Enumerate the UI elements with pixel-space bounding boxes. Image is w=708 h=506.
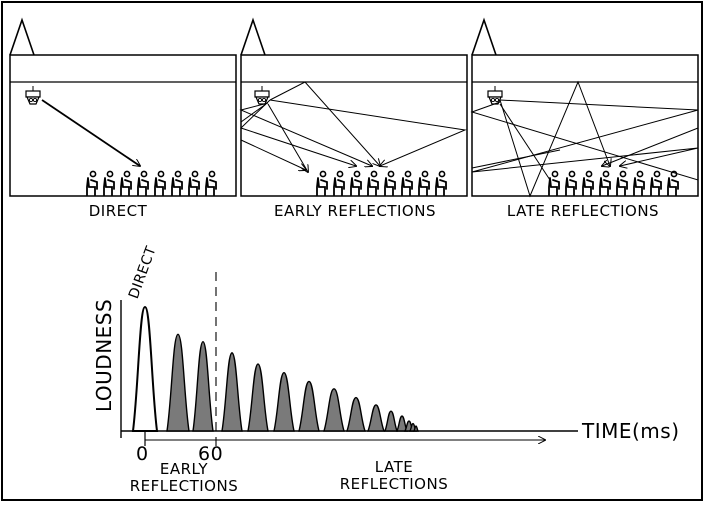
hall-outline — [471, 54, 699, 197]
diagram-frame — [1, 1, 703, 501]
roof-spire — [471, 17, 497, 56]
pulse-early-1 — [166, 333, 190, 432]
pulse-late-7 — [323, 388, 345, 432]
audience-seats — [548, 170, 679, 196]
tick-label-60: 60 — [198, 443, 224, 465]
pulse-late-9 — [366, 404, 386, 432]
pulse-late-8 — [346, 396, 366, 432]
region-label-early-line2: REFLECTIONS — [129, 477, 239, 495]
pulse-early-3 — [221, 352, 243, 432]
panel-early — [239, 17, 468, 197]
x-axis-label: TIME(ms) — [582, 419, 680, 443]
region-label-late-line1: LATE — [374, 458, 414, 476]
loudness-graph — [120, 272, 578, 446]
hall-outline — [240, 54, 468, 197]
hall-outline — [9, 54, 237, 197]
pulse-late-5 — [273, 372, 295, 432]
panel-label-early: EARLY REFLECTIONS — [274, 202, 436, 220]
region-label-early: EARLY REFLECTIONS — [130, 461, 238, 495]
panel-direct — [9, 17, 237, 197]
pulse-late-4 — [247, 363, 269, 432]
tick-label-0: 0 — [136, 443, 149, 465]
sound-rays — [239, 81, 467, 172]
audience-seats — [316, 170, 447, 196]
sound-rays — [470, 80, 699, 198]
pulse-group — [131, 305, 420, 432]
pulse-early-2 — [192, 341, 214, 432]
region-label-late-line2: REFLECTIONS — [339, 475, 449, 493]
pulse-late-14 — [412, 425, 420, 432]
panel-label-late: LATE REFLECTIONS — [506, 202, 660, 220]
roof-spire — [240, 17, 266, 56]
y-axis-label: LOUDNESS — [92, 298, 116, 412]
region-label-early-line1: EARLY — [159, 460, 209, 478]
sound-rays — [41, 99, 140, 166]
panel-late — [470, 17, 699, 198]
panel-label-direct: DIRECT — [88, 202, 148, 220]
speaker-icon — [25, 85, 41, 105]
speaker-icon — [254, 85, 270, 105]
pulse-direct-0 — [131, 305, 159, 432]
pulse-late-6 — [298, 380, 320, 432]
pulse-late-10 — [383, 410, 399, 432]
region-label-late: LATE REFLECTIONS — [340, 459, 448, 493]
roof-spire — [9, 17, 35, 56]
audience-seats — [86, 170, 217, 196]
